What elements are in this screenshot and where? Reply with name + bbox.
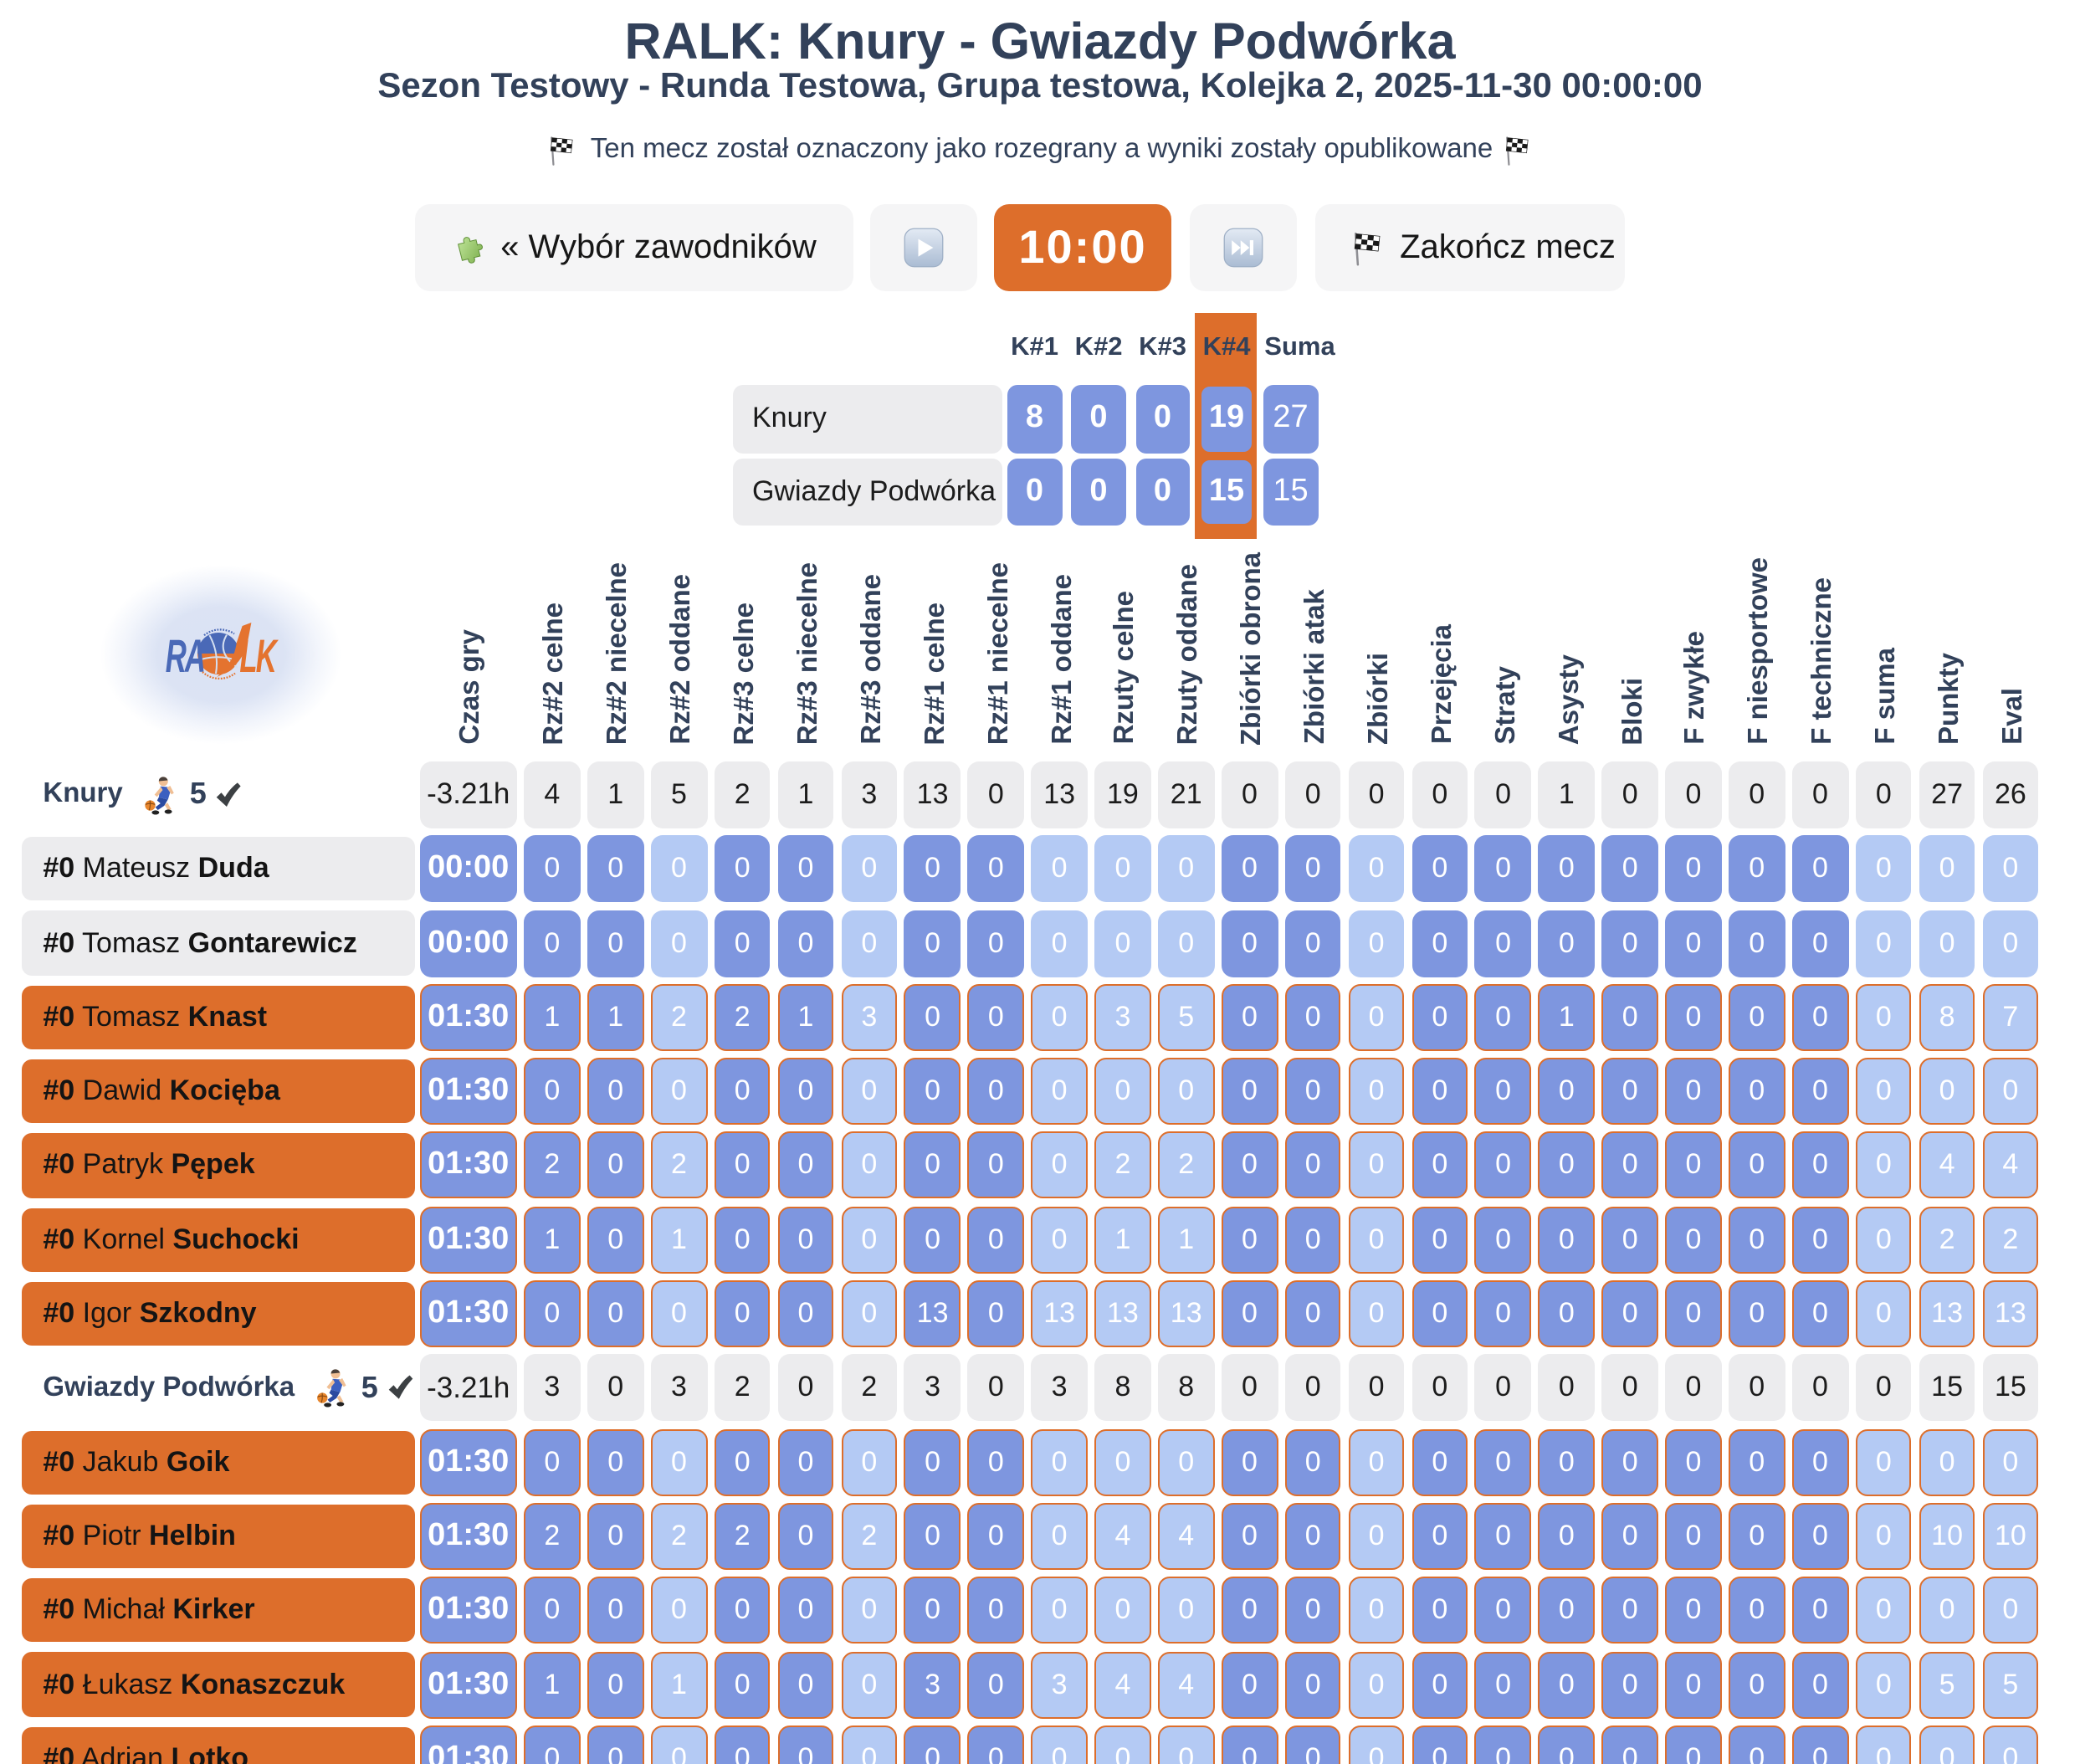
svg-text:RA: RA — [166, 630, 204, 683]
